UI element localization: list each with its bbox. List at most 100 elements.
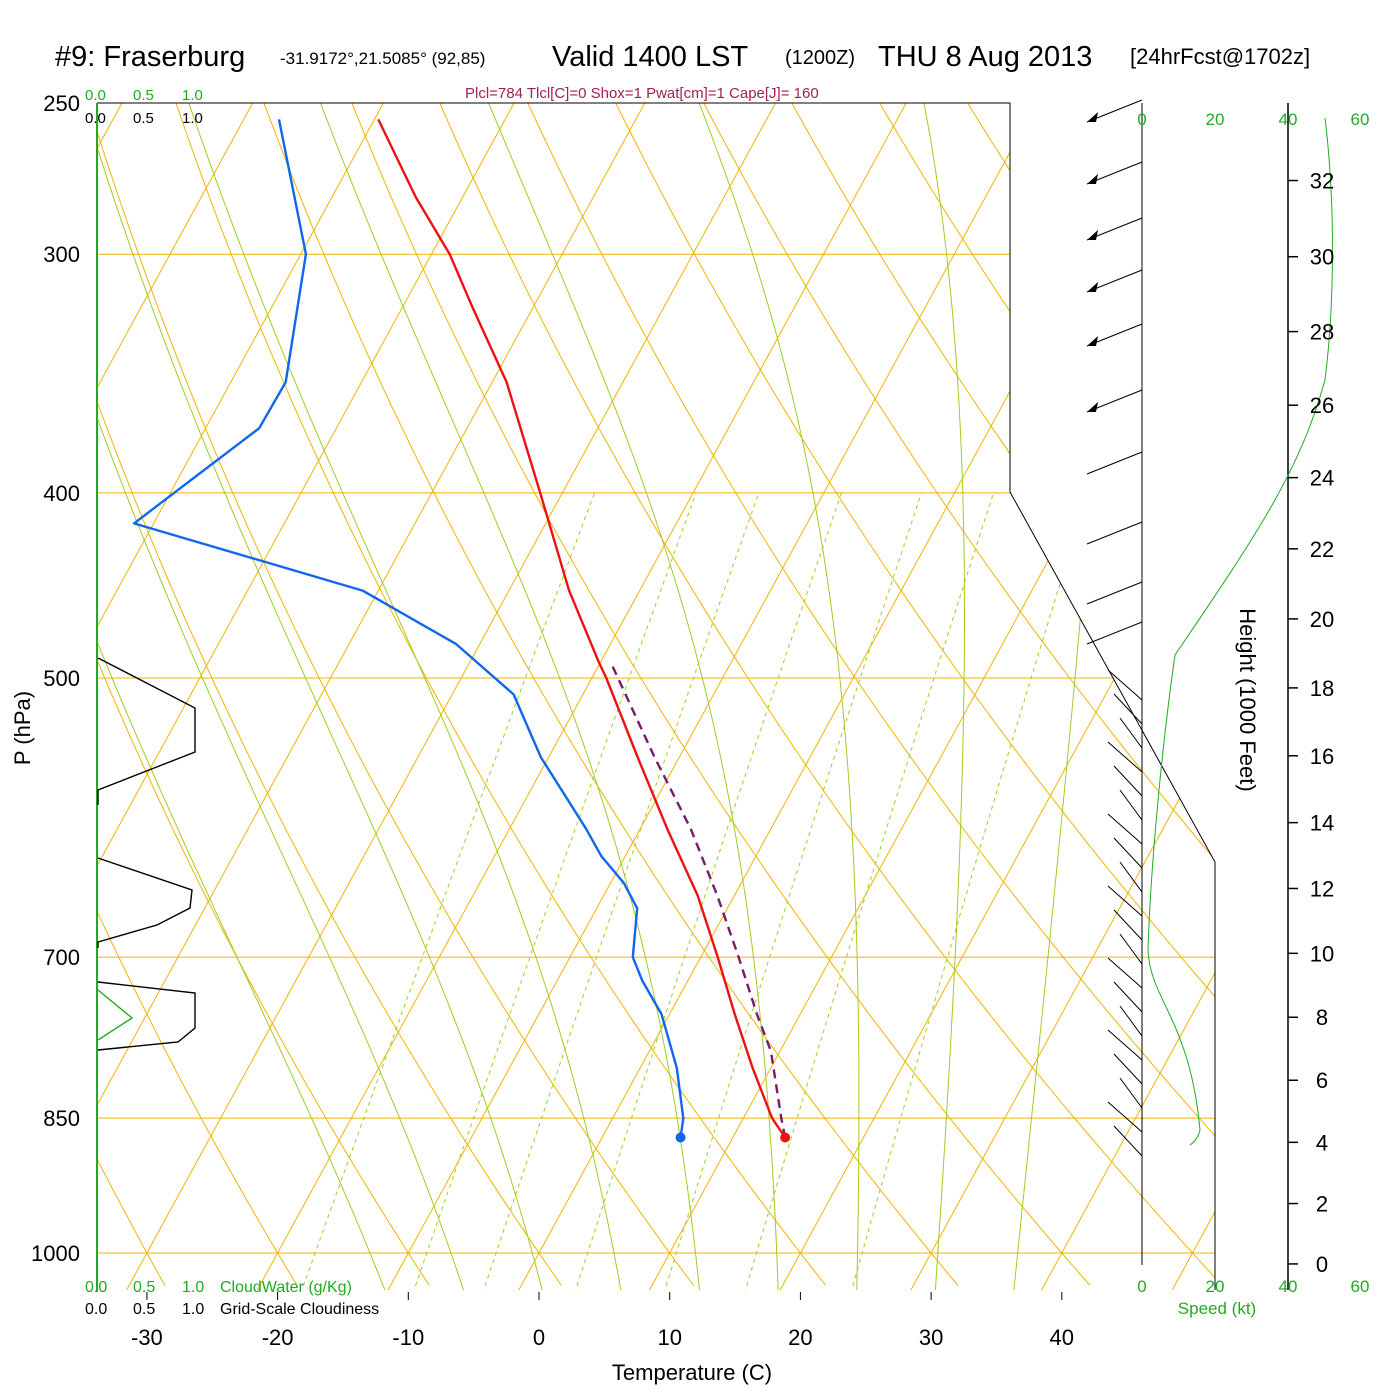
moist-adiabat-20 — [474, 103, 779, 1290]
wind-barb-6 — [1086, 451, 1143, 475]
h-tick-10: 10 — [1310, 941, 1334, 966]
y-axis-title: P (hPa) — [10, 691, 35, 765]
h-tick-0: 0 — [1316, 1252, 1328, 1277]
h-tick-20: 20 — [1310, 607, 1334, 632]
h-tick-30: 30 — [1310, 245, 1334, 270]
p-tick-1000: 1000 — [31, 1241, 80, 1266]
cloudwater-label: CloudWater (g/Kg) — [220, 1279, 352, 1296]
cloudiness-lower — [97, 981, 196, 1051]
wind-barb-low-8 — [1119, 861, 1143, 893]
top-scale-green: 0.0 0.5 1.0 — [85, 87, 203, 104]
top-scale-black: 0.0 0.5 1.0 — [85, 110, 203, 127]
p-tick-300: 300 — [43, 242, 80, 267]
h-tick-2: 2 — [1316, 1192, 1328, 1217]
wind-barb-low-15 — [1107, 1029, 1143, 1061]
speed-scale-top: 0 20 40 60 — [1137, 110, 1369, 129]
wind-barb-low-13 — [1113, 981, 1143, 1013]
speed-top-0: 0 — [1137, 110, 1146, 129]
wind-barb-low-19 — [1113, 1125, 1143, 1157]
mixing-ratio-8 — [663, 492, 922, 1290]
dry-adiabat-80 — [685, 103, 1215, 1286]
wind-barb-low-3 — [1107, 741, 1143, 773]
h-tick-14: 14 — [1310, 811, 1334, 836]
cloudiness-upper — [97, 657, 196, 805]
cloudiness-middle — [97, 857, 193, 948]
wind-flag-4 — [1087, 336, 1098, 346]
wind-flag-0 — [1087, 112, 1098, 122]
wind-barb-7 — [1086, 521, 1143, 545]
top-black-2: 1.0 — [182, 110, 203, 127]
dry-adiabat-70 — [598, 103, 1215, 1286]
top-green-2: 1.0 — [182, 87, 203, 104]
isotherm-30 — [909, 103, 1215, 1290]
speed-bot-0: 0 — [1137, 1277, 1146, 1296]
moist-adiabat--10 — [97, 103, 387, 1290]
bot-green-0: 0.0 — [85, 1279, 107, 1296]
wind-barb-low-12 — [1107, 957, 1143, 989]
wind-barb-low-11 — [1119, 933, 1143, 965]
speed-bot-60: 60 — [1351, 1277, 1370, 1296]
dry-adiabat-10 — [97, 103, 695, 1286]
wind-barb-low-16 — [1113, 1053, 1143, 1085]
isotherm-50 — [1170, 103, 1215, 1290]
wind-barb-low-1 — [1113, 693, 1143, 725]
moist-adiabat--4 — [97, 103, 466, 1290]
wind-barb-low-18 — [1107, 1101, 1143, 1133]
moist-adiabat-38 — [1013, 103, 1112, 1290]
mixing-ratio-20 — [850, 492, 1089, 1290]
dry-adiabat-160 — [1382, 69, 1400, 1285]
speed-scale-bottom: 0 20 40 60 Speed (kt) — [1137, 1277, 1369, 1318]
top-black-1: 0.5 — [133, 110, 154, 127]
x-axis-ticks: -30 -20 -10 0 10 20 30 40 — [131, 1292, 1074, 1350]
isotherm--30 — [125, 103, 776, 1290]
wind-barb-9 — [1086, 621, 1143, 645]
x-tick--10: -10 — [392, 1325, 424, 1350]
h-tick-18: 18 — [1310, 676, 1334, 701]
wind-flag-1 — [1087, 174, 1098, 184]
valid-time: Valid 1400 LST — [552, 41, 748, 73]
x-tick-0: 0 — [533, 1325, 545, 1350]
wind-barb-low-14 — [1119, 1005, 1143, 1037]
p-tick-500: 500 — [43, 666, 80, 691]
mixing-ratio-3 — [482, 492, 760, 1290]
bot-black-0: 0.0 — [85, 1301, 107, 1318]
dry-adiabat-40 — [337, 103, 1091, 1286]
dry-adiabat-60 — [511, 103, 1215, 1286]
wind-barb-low-10 — [1113, 909, 1143, 941]
x-tick-10: 10 — [657, 1325, 681, 1350]
x-tick--30: -30 — [131, 1325, 163, 1350]
bottom-scale: 0.0 0.5 1.0 CloudWater (g/Kg) 0.0 0.5 1.… — [85, 1279, 379, 1318]
h-tick-6: 6 — [1316, 1068, 1328, 1093]
h-tick-26: 26 — [1310, 393, 1334, 418]
wind-barb-8 — [1086, 581, 1143, 605]
x-tick-20: 20 — [788, 1325, 812, 1350]
temperature-line — [377, 118, 787, 1139]
sounding-params: Plcl=784 Tlcl[C]=0 Shox=1 Pwat[cm]=1 Cap… — [465, 85, 819, 102]
moist-adiabat-26 — [685, 103, 860, 1290]
dry-adiabat--10 — [97, 103, 430, 1286]
dry-adiabat--20 — [97, 103, 298, 1286]
top-black-0: 0.0 — [85, 110, 106, 127]
zulu-time: (1200Z) — [785, 47, 855, 69]
h-tick-8: 8 — [1316, 1005, 1328, 1030]
h-tick-16: 16 — [1310, 744, 1334, 769]
moist-adiabat-32 — [916, 103, 965, 1290]
wind-barb-low-5 — [1119, 789, 1143, 821]
parcel-line — [609, 660, 787, 1138]
surface-temp-dot — [780, 1132, 791, 1143]
wind-barb-low-9 — [1107, 885, 1143, 917]
isotherm--60 — [97, 103, 384, 1290]
isotherm-20 — [778, 103, 1215, 1290]
wind-barb-low-2 — [1119, 717, 1143, 749]
wind-flag-2 — [1087, 230, 1098, 240]
dry-adiabat-50 — [424, 103, 1215, 1286]
x-tick-30: 30 — [919, 1325, 943, 1350]
forecast-info: [24hrFcst@1702z] — [1130, 44, 1310, 69]
h-tick-24: 24 — [1310, 466, 1334, 491]
surface-dewpoint-dot — [675, 1132, 686, 1143]
p-axis-ticks: 250 300 400 500 700 850 1000 — [31, 91, 80, 1266]
isotherm--20 — [255, 103, 907, 1290]
speed-bot-20: 20 — [1206, 1277, 1225, 1296]
